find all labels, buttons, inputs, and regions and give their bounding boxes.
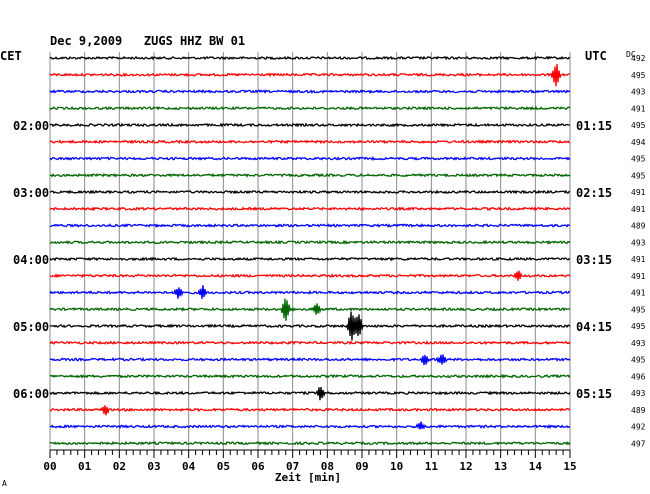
trace-row — [49, 256, 570, 262]
dc-value: 493 — [631, 238, 646, 247]
x-tick-label: 01 — [78, 460, 92, 473]
x-tick-label: 02 — [113, 460, 126, 473]
x-tick-label: 12 — [459, 460, 472, 473]
utc-hour-label: 05:15 — [576, 387, 612, 401]
trace-row — [49, 63, 570, 87]
x-tick-label: 08 — [321, 460, 334, 473]
dc-value: 492 — [631, 423, 646, 432]
dc-values: 492 495 493 491 495 494 495 495 491 491 489 493 491 4… — [631, 54, 646, 448]
x-tick-label: 10 — [390, 460, 403, 473]
trace-row — [49, 55, 571, 61]
cet-hour-label: 05:00 — [13, 320, 49, 334]
trace-row — [49, 155, 571, 161]
trace-row — [49, 440, 571, 446]
trace-row — [49, 354, 571, 366]
x-tick-label: 09 — [355, 460, 368, 473]
trace-row — [49, 373, 571, 379]
dc-header: DC — [626, 50, 636, 59]
trace-row — [49, 405, 571, 416]
dc-value: 495 — [631, 171, 646, 180]
dc-value: 491 — [631, 205, 646, 214]
corner-mark: A — [2, 479, 7, 488]
utc-hour-label: 02:15 — [576, 186, 612, 200]
x-axis-ticks: 00 01 02 03 04 05 06 07 08 09 10 11 12 13 14 15 — [43, 450, 577, 473]
utc-label: UTC — [585, 49, 607, 63]
utc-hour-label: 01:15 — [576, 119, 612, 133]
dc-value: 491 — [631, 188, 646, 197]
x-tick-label: 05 — [217, 460, 230, 473]
x-tick-label: 04 — [182, 460, 196, 473]
x-tick-label: 13 — [494, 460, 507, 473]
x-tick-label: 15 — [563, 460, 576, 473]
dc-value: 497 — [631, 439, 646, 448]
cet-hour-label: 04:00 — [13, 253, 49, 267]
trace-row — [49, 139, 571, 145]
trace-row — [49, 340, 571, 346]
trace-row — [49, 239, 571, 245]
trace-row — [49, 88, 571, 94]
trace-row — [49, 206, 571, 212]
cet-hour-label: 06:00 — [13, 387, 49, 401]
utc-hour-label: 03:15 — [576, 253, 612, 267]
dc-value: 492 — [631, 54, 646, 63]
dc-value: 495 — [631, 71, 646, 80]
left-hour-labels: 02:00 03:00 04:00 05:00 06:00 — [13, 119, 49, 401]
dc-value: 494 — [631, 138, 646, 147]
dc-value: 493 — [631, 389, 646, 398]
right-hour-labels: 01:15 02:15 03:15 04:15 05:15 — [576, 119, 612, 401]
dc-value: 496 — [631, 372, 646, 381]
dc-value: 489 — [631, 222, 646, 231]
x-axis-label: Zeit [min] — [275, 471, 341, 484]
x-tick-label: 03 — [147, 460, 160, 473]
trace-row — [49, 189, 571, 195]
dc-value: 493 — [631, 339, 646, 348]
cet-hour-label: 03:00 — [13, 186, 49, 200]
x-tick-label: 00 — [43, 460, 56, 473]
trace-row — [49, 298, 571, 321]
trace-row — [49, 122, 571, 128]
trace-row — [49, 270, 571, 281]
cet-label: CET — [0, 49, 22, 63]
trace-row — [50, 223, 570, 228]
x-tick-label: 14 — [529, 460, 543, 473]
dc-value: 491 — [631, 104, 646, 113]
x-tick-label: 07 — [286, 460, 299, 473]
trace-row — [49, 172, 571, 178]
dc-value: 495 — [631, 121, 646, 130]
chart-title: Dec 9,2009 ZUGS HHZ BW 01 — [50, 34, 245, 48]
grid-lines — [49, 52, 571, 450]
dc-value: 489 — [631, 406, 646, 415]
dc-value: 493 — [631, 88, 646, 97]
utc-hour-label: 04:15 — [576, 320, 612, 334]
cet-hour-label: 02:00 — [13, 119, 49, 133]
dc-value: 491 — [631, 255, 646, 264]
seismic-traces — [49, 55, 571, 446]
trace-row — [49, 387, 571, 401]
dc-value: 495 — [631, 305, 646, 314]
trace-row — [49, 105, 571, 111]
x-tick-label: 06 — [251, 460, 265, 473]
trace-row — [49, 421, 571, 430]
trace-row — [49, 285, 571, 299]
dc-value: 495 — [631, 322, 646, 331]
dc-value: 491 — [631, 289, 646, 298]
dc-value: 495 — [631, 356, 646, 365]
trace-row — [50, 311, 571, 341]
x-tick-label: 11 — [425, 460, 439, 473]
dc-value: 495 — [631, 155, 646, 164]
dc-value: 491 — [631, 272, 646, 281]
